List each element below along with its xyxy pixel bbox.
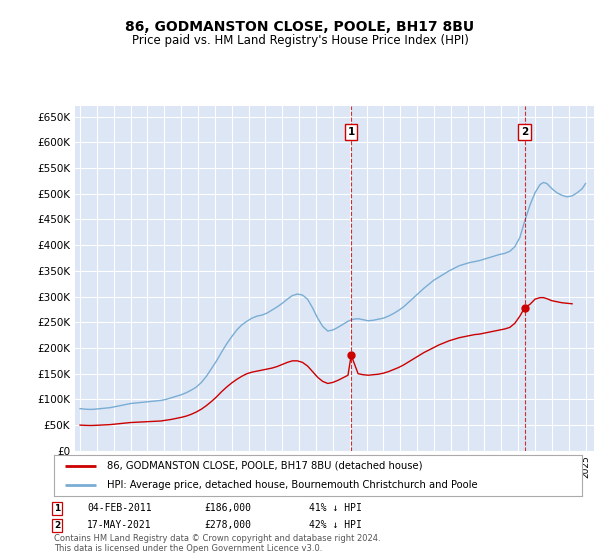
Text: 04-FEB-2011: 04-FEB-2011 (87, 503, 152, 514)
Text: Contains HM Land Registry data © Crown copyright and database right 2024.: Contains HM Land Registry data © Crown c… (54, 534, 380, 543)
Text: Price paid vs. HM Land Registry's House Price Index (HPI): Price paid vs. HM Land Registry's House … (131, 34, 469, 46)
Text: 42% ↓ HPI: 42% ↓ HPI (309, 520, 362, 530)
Text: £186,000: £186,000 (204, 503, 251, 514)
Text: 86, GODMANSTON CLOSE, POOLE, BH17 8BU: 86, GODMANSTON CLOSE, POOLE, BH17 8BU (125, 20, 475, 34)
Text: £278,000: £278,000 (204, 520, 251, 530)
Text: 17-MAY-2021: 17-MAY-2021 (87, 520, 152, 530)
Text: 2: 2 (54, 521, 60, 530)
Text: 86, GODMANSTON CLOSE, POOLE, BH17 8BU (detached house): 86, GODMANSTON CLOSE, POOLE, BH17 8BU (d… (107, 461, 422, 471)
Text: 1: 1 (347, 127, 355, 137)
Text: 2: 2 (521, 127, 528, 137)
Text: 41% ↓ HPI: 41% ↓ HPI (309, 503, 362, 514)
Text: HPI: Average price, detached house, Bournemouth Christchurch and Poole: HPI: Average price, detached house, Bour… (107, 480, 478, 491)
Text: This data is licensed under the Open Government Licence v3.0.: This data is licensed under the Open Gov… (54, 544, 322, 553)
Text: 1: 1 (54, 504, 60, 513)
